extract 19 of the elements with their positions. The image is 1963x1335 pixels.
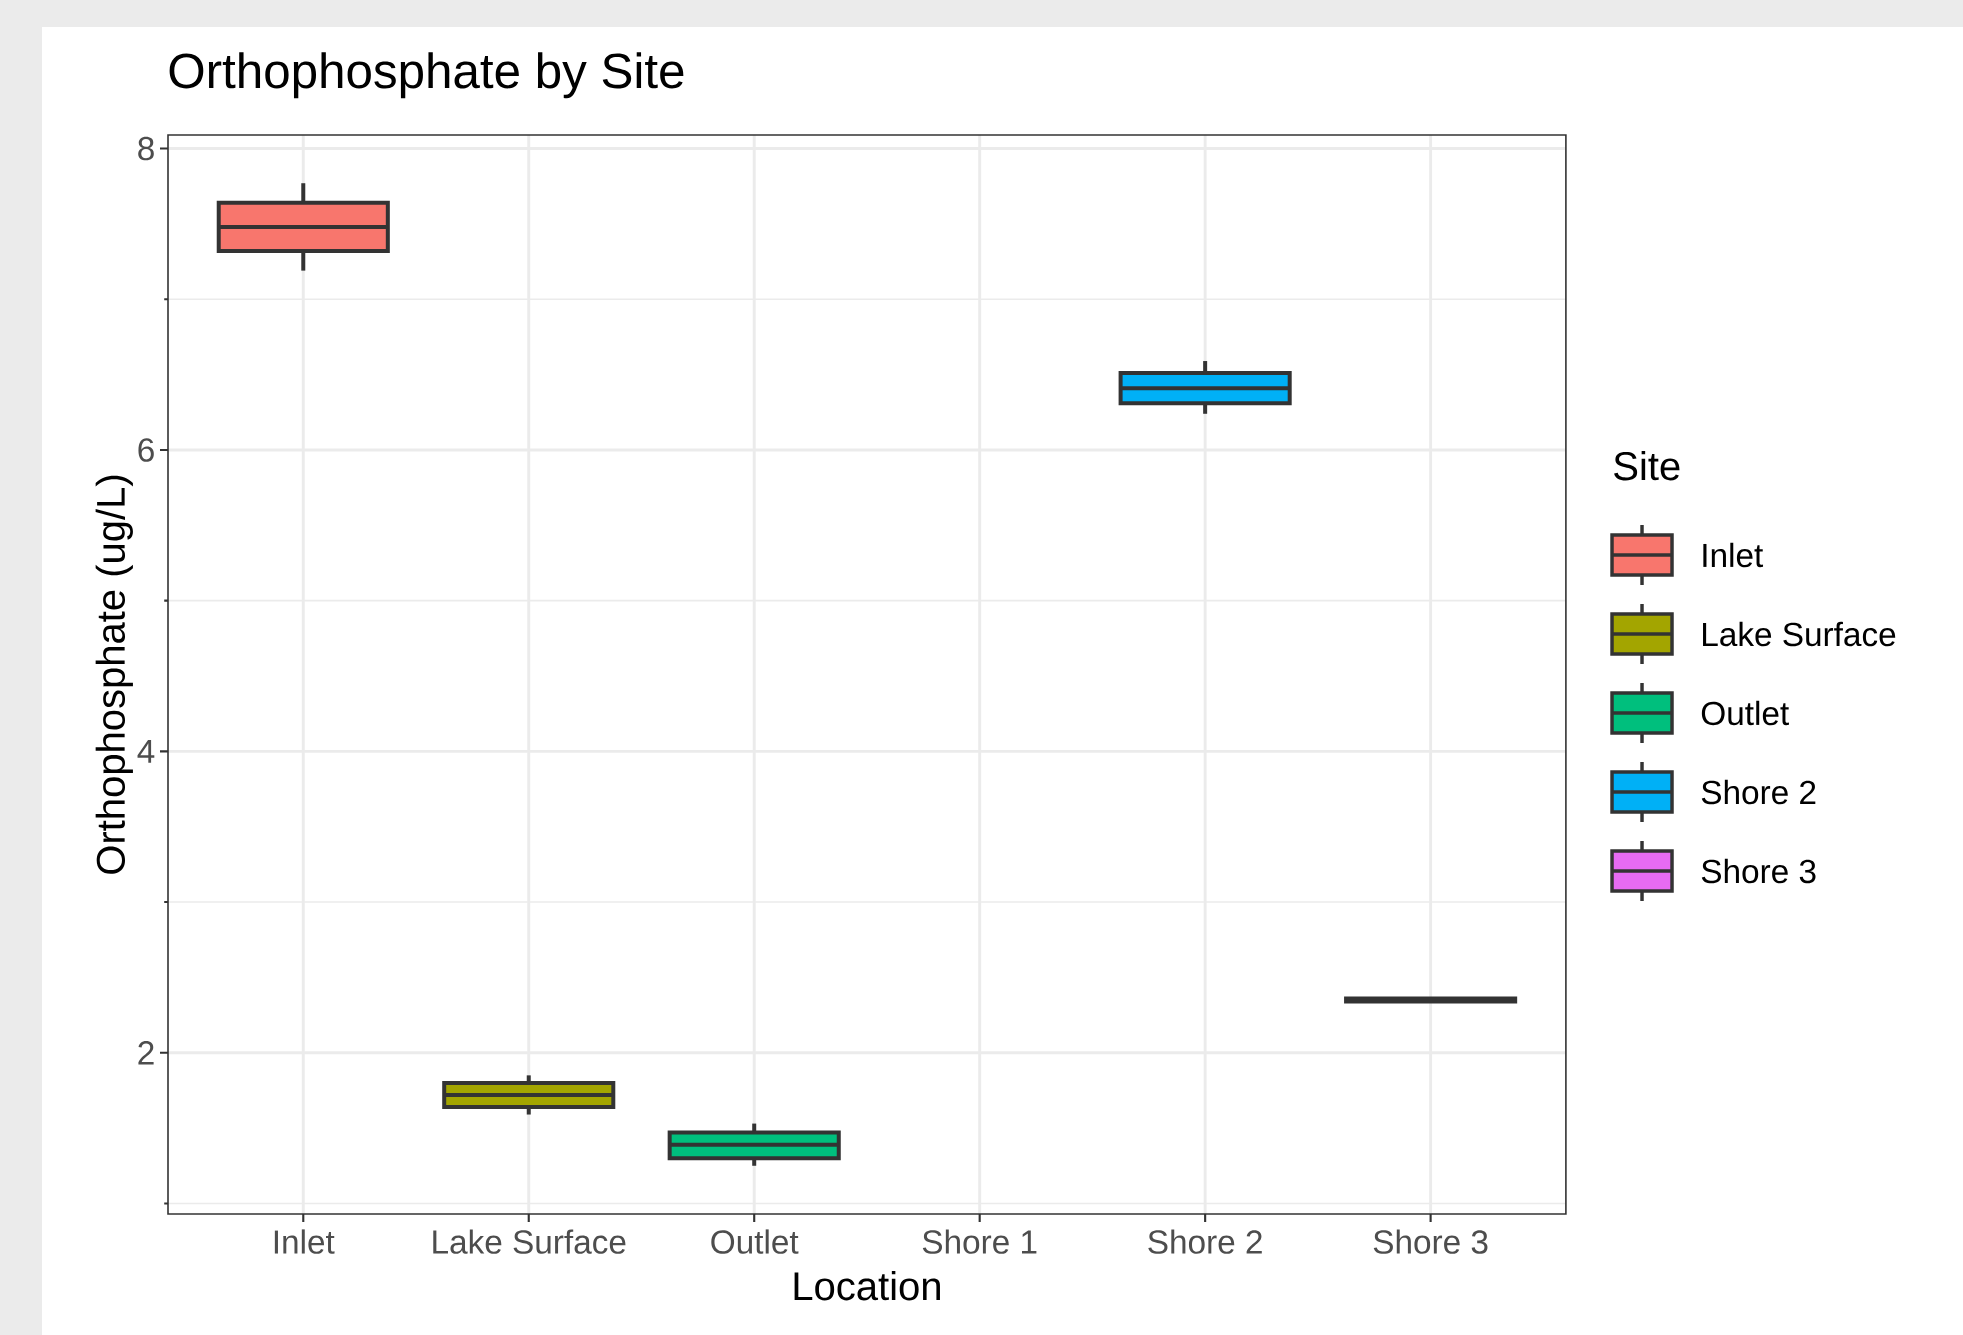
legend-label: Shore 2 — [1701, 779, 1816, 805]
x-tick-label: Shore 1 — [922, 1229, 1037, 1254]
legend-label: Lake Surface — [1703, 621, 1896, 647]
legend-label: Inlet — [1703, 542, 1764, 568]
x-axis-title: Location — [794, 1271, 940, 1301]
chart-title: Orthophosphate by Site — [169, 52, 684, 99]
x-tick-label: Outlet — [711, 1229, 799, 1254]
x-tick-label: Lake Surface — [433, 1229, 626, 1254]
x-tick-label: Inlet — [274, 1229, 335, 1254]
x-tick-label: Shore 3 — [1373, 1229, 1488, 1254]
y-tick-label: 6 — [138, 438, 154, 462]
x-tick-label: Shore 2 — [1148, 1229, 1262, 1254]
y-axis-title: Orthophosphate (ug/L) — [95, 475, 133, 874]
y-tick-label: 8 — [138, 136, 154, 161]
y-tick-label: 2 — [138, 1041, 154, 1065]
legend-title: Site — [1614, 451, 1680, 481]
legend-label: Outlet — [1701, 700, 1789, 726]
legend-label: Shore 3 — [1701, 858, 1816, 884]
y-tick-label: 4 — [137, 739, 155, 763]
